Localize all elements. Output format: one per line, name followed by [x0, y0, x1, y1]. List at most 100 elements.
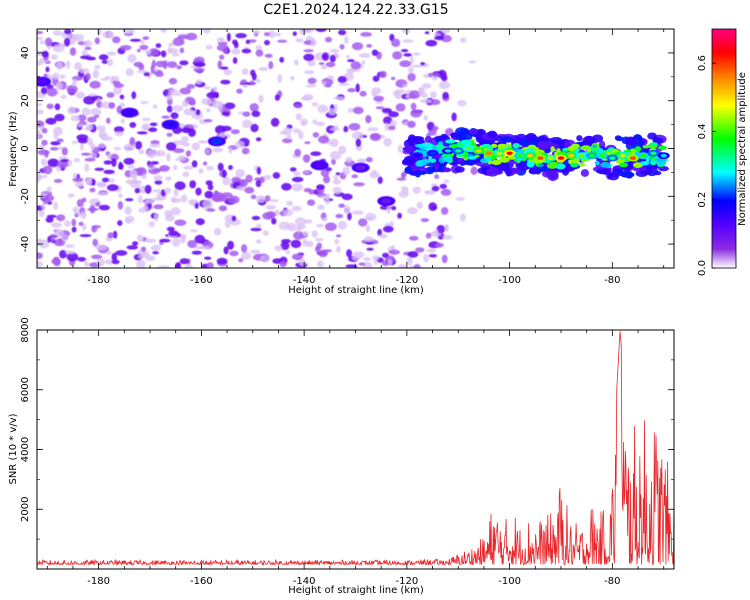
noise-blob	[438, 81, 450, 90]
noise-blob	[229, 250, 239, 257]
noise-blob	[37, 120, 45, 127]
noise-blob	[371, 49, 379, 56]
noise-blob	[360, 32, 372, 37]
noise-blob	[230, 129, 240, 135]
noise-blob	[292, 128, 301, 134]
noise-blob	[355, 138, 362, 147]
noise-blob	[174, 219, 187, 226]
noise-blob	[70, 115, 81, 122]
signal-blob	[442, 167, 452, 173]
noise-blob	[158, 265, 170, 268]
noise-blob	[224, 102, 236, 110]
noise-blob	[377, 229, 383, 236]
noise-blob	[206, 108, 211, 113]
noise-blob	[159, 238, 171, 243]
noise-blob	[329, 150, 342, 160]
noise-blob	[54, 229, 65, 237]
noise-blob	[420, 62, 426, 66]
noise-blob	[123, 157, 135, 165]
noise-blob	[64, 37, 71, 47]
noise-blob	[345, 264, 357, 268]
noise-blob	[122, 29, 133, 35]
noise-blob	[391, 38, 401, 47]
noise-blob	[66, 252, 79, 262]
noise-blob	[291, 176, 304, 183]
noise-blob	[371, 92, 378, 97]
noise-blob	[388, 249, 400, 255]
signal-peak	[557, 156, 565, 160]
noise-blob	[249, 249, 261, 254]
noise-blob	[91, 254, 103, 260]
noise-blob	[315, 223, 325, 228]
noise-blob	[457, 99, 467, 107]
noise-blob	[222, 176, 231, 186]
noise-blob	[173, 188, 179, 197]
noise-blob	[377, 176, 383, 184]
noise-blob	[46, 103, 54, 110]
signal-blob	[405, 156, 415, 167]
highlight-blob-inner	[165, 122, 176, 128]
snr-x-tick-label: -120	[396, 576, 419, 587]
signal-peak	[516, 153, 524, 158]
noise-blob	[418, 87, 426, 96]
noise-blob	[109, 153, 119, 161]
noise-blob	[407, 207, 418, 215]
noise-blob	[236, 88, 243, 94]
noise-blob	[241, 48, 252, 54]
noise-blob	[106, 117, 111, 124]
noise-blob	[347, 108, 355, 113]
noise-blob	[299, 29, 307, 36]
noise-blob	[205, 180, 213, 186]
signal-core-blob	[438, 144, 445, 150]
noise-blob	[211, 147, 224, 153]
noise-blob	[69, 47, 77, 56]
noise-blob	[401, 29, 411, 34]
noise-blob	[170, 112, 179, 119]
signal-core-blob	[658, 161, 665, 166]
noise-blob	[142, 117, 151, 122]
noise-blob	[375, 106, 385, 110]
signal-core-blob	[592, 144, 597, 149]
noise-blob	[358, 53, 371, 58]
noise-blob	[217, 60, 223, 70]
signal-peak	[506, 151, 513, 156]
snr-y-tick-label: 8000	[20, 317, 31, 342]
noise-blob	[49, 147, 59, 151]
noise-blob	[127, 164, 135, 169]
noise-blob	[312, 132, 320, 138]
noise-blob	[439, 183, 447, 189]
noise-blob	[351, 174, 359, 179]
noise-blob	[328, 108, 337, 116]
noise-blob	[176, 65, 182, 70]
signal-blob	[476, 162, 490, 167]
noise-blob	[366, 216, 373, 221]
noise-blob	[424, 31, 430, 35]
noise-blob	[335, 234, 342, 238]
noise-blob	[251, 215, 261, 221]
noise-blob	[145, 199, 154, 204]
noise-blob	[133, 61, 144, 68]
noise-blob	[137, 195, 143, 204]
noise-blob	[80, 211, 87, 220]
signal-core-blob	[492, 155, 497, 160]
noise-blob	[321, 81, 327, 86]
noise-blob	[396, 177, 407, 181]
signal-core-blob	[581, 145, 591, 151]
noise-blob	[314, 237, 324, 242]
noise-blob	[440, 29, 451, 34]
noise-blob	[101, 60, 109, 64]
noise-blob	[94, 167, 105, 171]
noise-blob	[440, 34, 452, 43]
noise-blob	[317, 104, 329, 114]
noise-blob	[298, 258, 307, 267]
noise-blob	[55, 82, 63, 91]
noise-blob	[265, 204, 276, 210]
snr-y-label: SNR (10 * v/v)	[8, 413, 19, 484]
signal-blob	[620, 171, 635, 178]
noise-blob	[89, 187, 96, 193]
noise-blob	[216, 37, 225, 43]
noise-blob	[76, 199, 84, 207]
noise-blob	[425, 232, 432, 239]
noise-blob	[81, 224, 87, 231]
noise-blob	[434, 35, 445, 41]
